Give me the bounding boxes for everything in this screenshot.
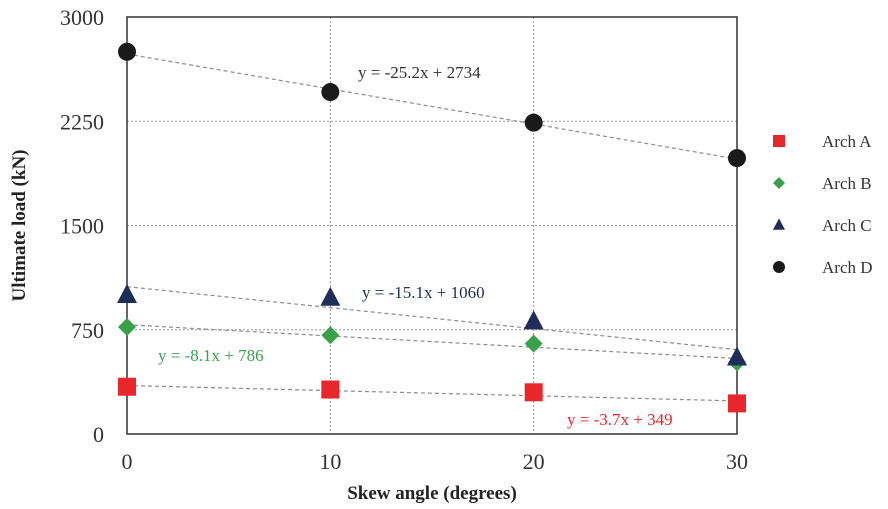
x-tick-label: 20: [523, 449, 545, 474]
point-arch-a: [118, 377, 136, 396]
legend-item: Arch A: [773, 132, 872, 151]
trendline-arch-d: [126, 53, 738, 160]
y-tick-label: 3000: [60, 5, 104, 30]
legend-item: Arch D: [773, 258, 873, 277]
point-arch-a: [728, 394, 746, 413]
x-tick-label: 30: [726, 449, 748, 474]
point-arch-d: [321, 83, 340, 102]
y-tick-label: 0: [93, 422, 104, 447]
legend-marker: [773, 261, 785, 273]
legend-label: Arch A: [822, 132, 872, 151]
point-arch-b: [524, 334, 543, 353]
equation-label: y = -25.2x + 2734: [358, 63, 481, 82]
y-tick-label: 750: [71, 318, 104, 343]
legend-label: Arch C: [822, 216, 872, 235]
point-arch-c: [727, 346, 747, 366]
point-arch-d: [524, 113, 543, 132]
trendline-arch-b: [126, 324, 738, 360]
data-points: [117, 42, 747, 413]
plot-area: [126, 16, 738, 435]
point-arch-a: [321, 380, 340, 399]
y-tick-label: 1500: [60, 214, 104, 239]
legend-marker: [773, 135, 785, 147]
y-tick-labels: 0 750 1500 2250 3000: [60, 5, 104, 447]
legend-label: Arch B: [822, 174, 872, 193]
y-tick-label: 2250: [60, 109, 104, 134]
trendline-equations: y = -3.7x + 349 y = -8.1x + 786 y = -15.1x…: [158, 63, 673, 429]
trendline-arch-c: [126, 286, 738, 351]
point-arch-a: [524, 383, 543, 402]
legend-item: Arch C: [773, 216, 872, 235]
point-arch-c: [117, 284, 137, 303]
legend-marker: [773, 218, 785, 230]
trendline-arch-a: [126, 384, 738, 402]
x-tick-labels: 0 10 20 30: [122, 449, 749, 474]
legend-label: Arch D: [822, 258, 873, 277]
legend: Arch A Arch B Arch C Arch D: [773, 132, 873, 277]
point-arch-c: [523, 310, 544, 330]
equation-label: y = -8.1x + 786: [158, 346, 264, 365]
x-tick-label: 10: [319, 449, 341, 474]
point-arch-b: [321, 326, 340, 345]
legend-item: Arch B: [773, 174, 872, 193]
equation-label: y = -15.1x + 1060: [362, 283, 485, 302]
point-arch-d: [728, 149, 746, 168]
equation-label: y = -3.7x + 349: [567, 410, 673, 429]
x-tick-label: 0: [122, 449, 133, 474]
x-axis-title: Skew angle (degrees): [347, 483, 517, 504]
point-arch-b: [118, 317, 136, 336]
trendlines: [126, 53, 738, 402]
point-arch-d: [118, 42, 136, 61]
point-arch-c: [320, 286, 341, 306]
legend-marker: [773, 177, 785, 189]
y-axis-title: Ultimate load (kN): [9, 150, 30, 302]
